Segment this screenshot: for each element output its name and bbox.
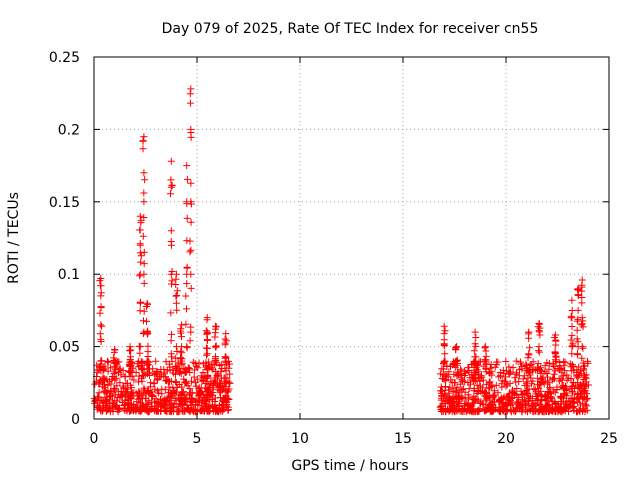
x-tick-label: 20 <box>497 431 515 447</box>
x-tick-label: 25 <box>600 431 618 447</box>
data-points <box>90 85 592 416</box>
x-tick-label: 0 <box>90 431 99 447</box>
x-tick-label: 10 <box>291 431 309 447</box>
y-axis-title: ROTI / TECUs <box>6 192 22 284</box>
y-tick-label: 0.1 <box>58 267 80 283</box>
roti-points <box>90 85 592 416</box>
y-tick-label: 0.2 <box>58 122 80 138</box>
chart-title: Day 079 of 2025, Rate Of TEC Index for r… <box>162 21 539 37</box>
grid-layer <box>94 57 609 419</box>
y-tick-label: 0.25 <box>49 50 80 66</box>
y-tick-label: 0.05 <box>49 340 80 356</box>
plot-frame <box>93 56 610 420</box>
x-tick-label: 15 <box>394 431 412 447</box>
y-tick-label: 0.15 <box>49 195 80 211</box>
x-tick-label: 5 <box>193 431 202 447</box>
tick-labels: 0 5 10 15 20 25 0 0.05 0.1 0.15 0.2 0.25 <box>49 50 618 447</box>
y-tick-label: 0 <box>71 412 80 428</box>
x-axis-title: GPS time / hours <box>291 458 408 474</box>
axis-ticks <box>93 56 610 420</box>
